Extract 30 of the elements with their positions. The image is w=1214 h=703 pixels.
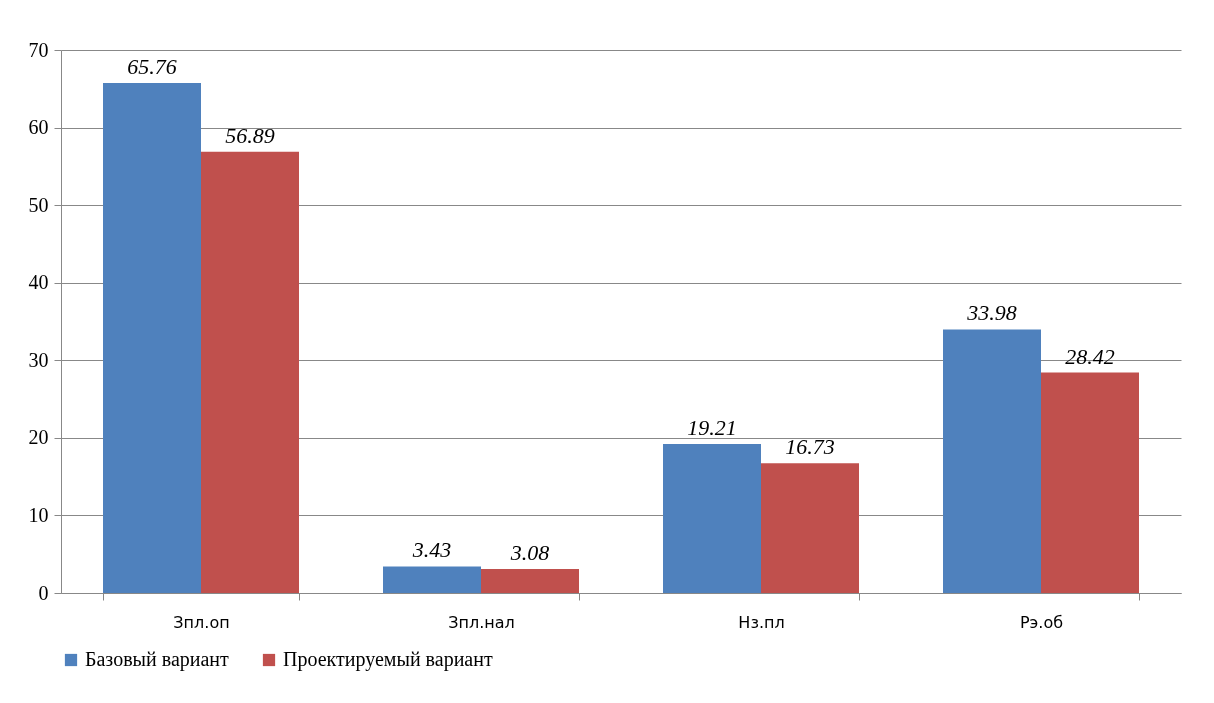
bar [103, 82, 201, 593]
x-tick-label: Зпл.оп [173, 612, 230, 632]
data-label: 3.08 [509, 540, 550, 566]
y-tick-label: 60 [28, 116, 49, 139]
y-tick-label: 40 [28, 271, 49, 294]
bar [943, 329, 1041, 593]
bar [663, 443, 761, 593]
bar [383, 566, 481, 593]
y-tick-label: 20 [28, 426, 49, 449]
y-tick-label: 0 [38, 581, 49, 604]
bar [1041, 372, 1139, 593]
data-label: 65.76 [127, 53, 177, 79]
bar [201, 151, 299, 593]
bar [481, 569, 579, 593]
x-tick-label: Нз.пл [738, 612, 785, 632]
data-label: 28.42 [1065, 343, 1115, 369]
data-label: 56.89 [225, 122, 275, 148]
bar [761, 463, 859, 593]
x-tick-label: Зпл.нал [448, 612, 515, 632]
legend-label: Проектируемый вариант [283, 648, 493, 671]
legend-label: Базовый вариант [85, 648, 230, 671]
x-tick-label: Рэ.об [1019, 612, 1064, 632]
y-tick-label: 70 [28, 38, 49, 61]
y-tick-label: 10 [28, 503, 49, 526]
y-tick-label: 50 [28, 193, 49, 216]
data-label: 33.98 [966, 300, 1017, 326]
y-tick-label: 30 [28, 348, 49, 371]
data-label: 16.73 [785, 434, 835, 460]
data-label: 19.21 [687, 414, 737, 440]
data-label: 3.43 [411, 537, 452, 563]
